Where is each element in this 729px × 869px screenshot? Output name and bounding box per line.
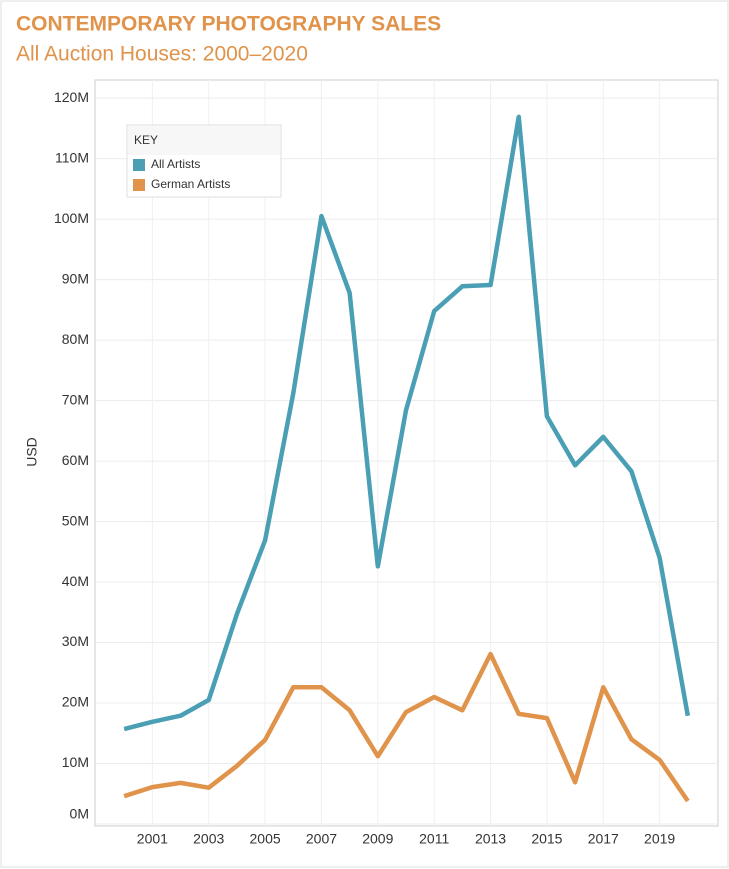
y-tick-label: 10M	[62, 754, 89, 770]
legend-title: KEY	[134, 133, 158, 147]
y-tick-label: 80M	[62, 331, 89, 347]
y-tick-label: 20M	[62, 694, 89, 710]
legend-label: All Artists	[151, 157, 200, 171]
y-axis-label: USD	[24, 437, 40, 467]
x-tick-label: 2011	[419, 831, 449, 847]
y-tick-label: 100M	[54, 210, 89, 226]
x-tick-label: 2009	[362, 831, 393, 847]
x-tick-label: 2019	[644, 831, 675, 847]
y-tick-label: 110M	[55, 149, 89, 165]
x-tick-label: 2001	[137, 831, 168, 847]
legend-swatch	[133, 179, 145, 191]
x-tick-label: 2015	[531, 831, 562, 847]
legend-header	[128, 126, 280, 155]
y-tick-label: 70M	[62, 391, 89, 407]
x-tick-label: 2003	[193, 831, 224, 847]
y-tick-label: 60M	[62, 452, 89, 468]
legend: KEY All Artists German Artists	[126, 124, 282, 198]
legend-swatch	[133, 159, 145, 171]
y-tick-label: 40M	[62, 573, 89, 589]
x-tick-label: 2005	[250, 831, 281, 847]
line-series	[123, 651, 690, 803]
y-tick-label: 50M	[62, 512, 89, 528]
plot-area	[94, 79, 719, 827]
y-tick-label: 30M	[62, 633, 89, 649]
legend-label: German Artists	[151, 177, 230, 191]
x-tick-label: 2017	[588, 831, 619, 847]
x-tick-label: 2013	[475, 831, 506, 847]
y-tick-label: 0M	[70, 806, 89, 822]
y-tick-label: 120M	[54, 89, 89, 105]
chart-subtitle: All Auction Houses: 2000–2020	[16, 43, 308, 66]
line-series	[123, 114, 691, 732]
x-tick-label: 2007	[306, 831, 337, 847]
chart-title: CONTEMPORARY PHOTOGRAPHY SALES	[16, 13, 441, 36]
y-tick-label: 90M	[62, 270, 89, 286]
